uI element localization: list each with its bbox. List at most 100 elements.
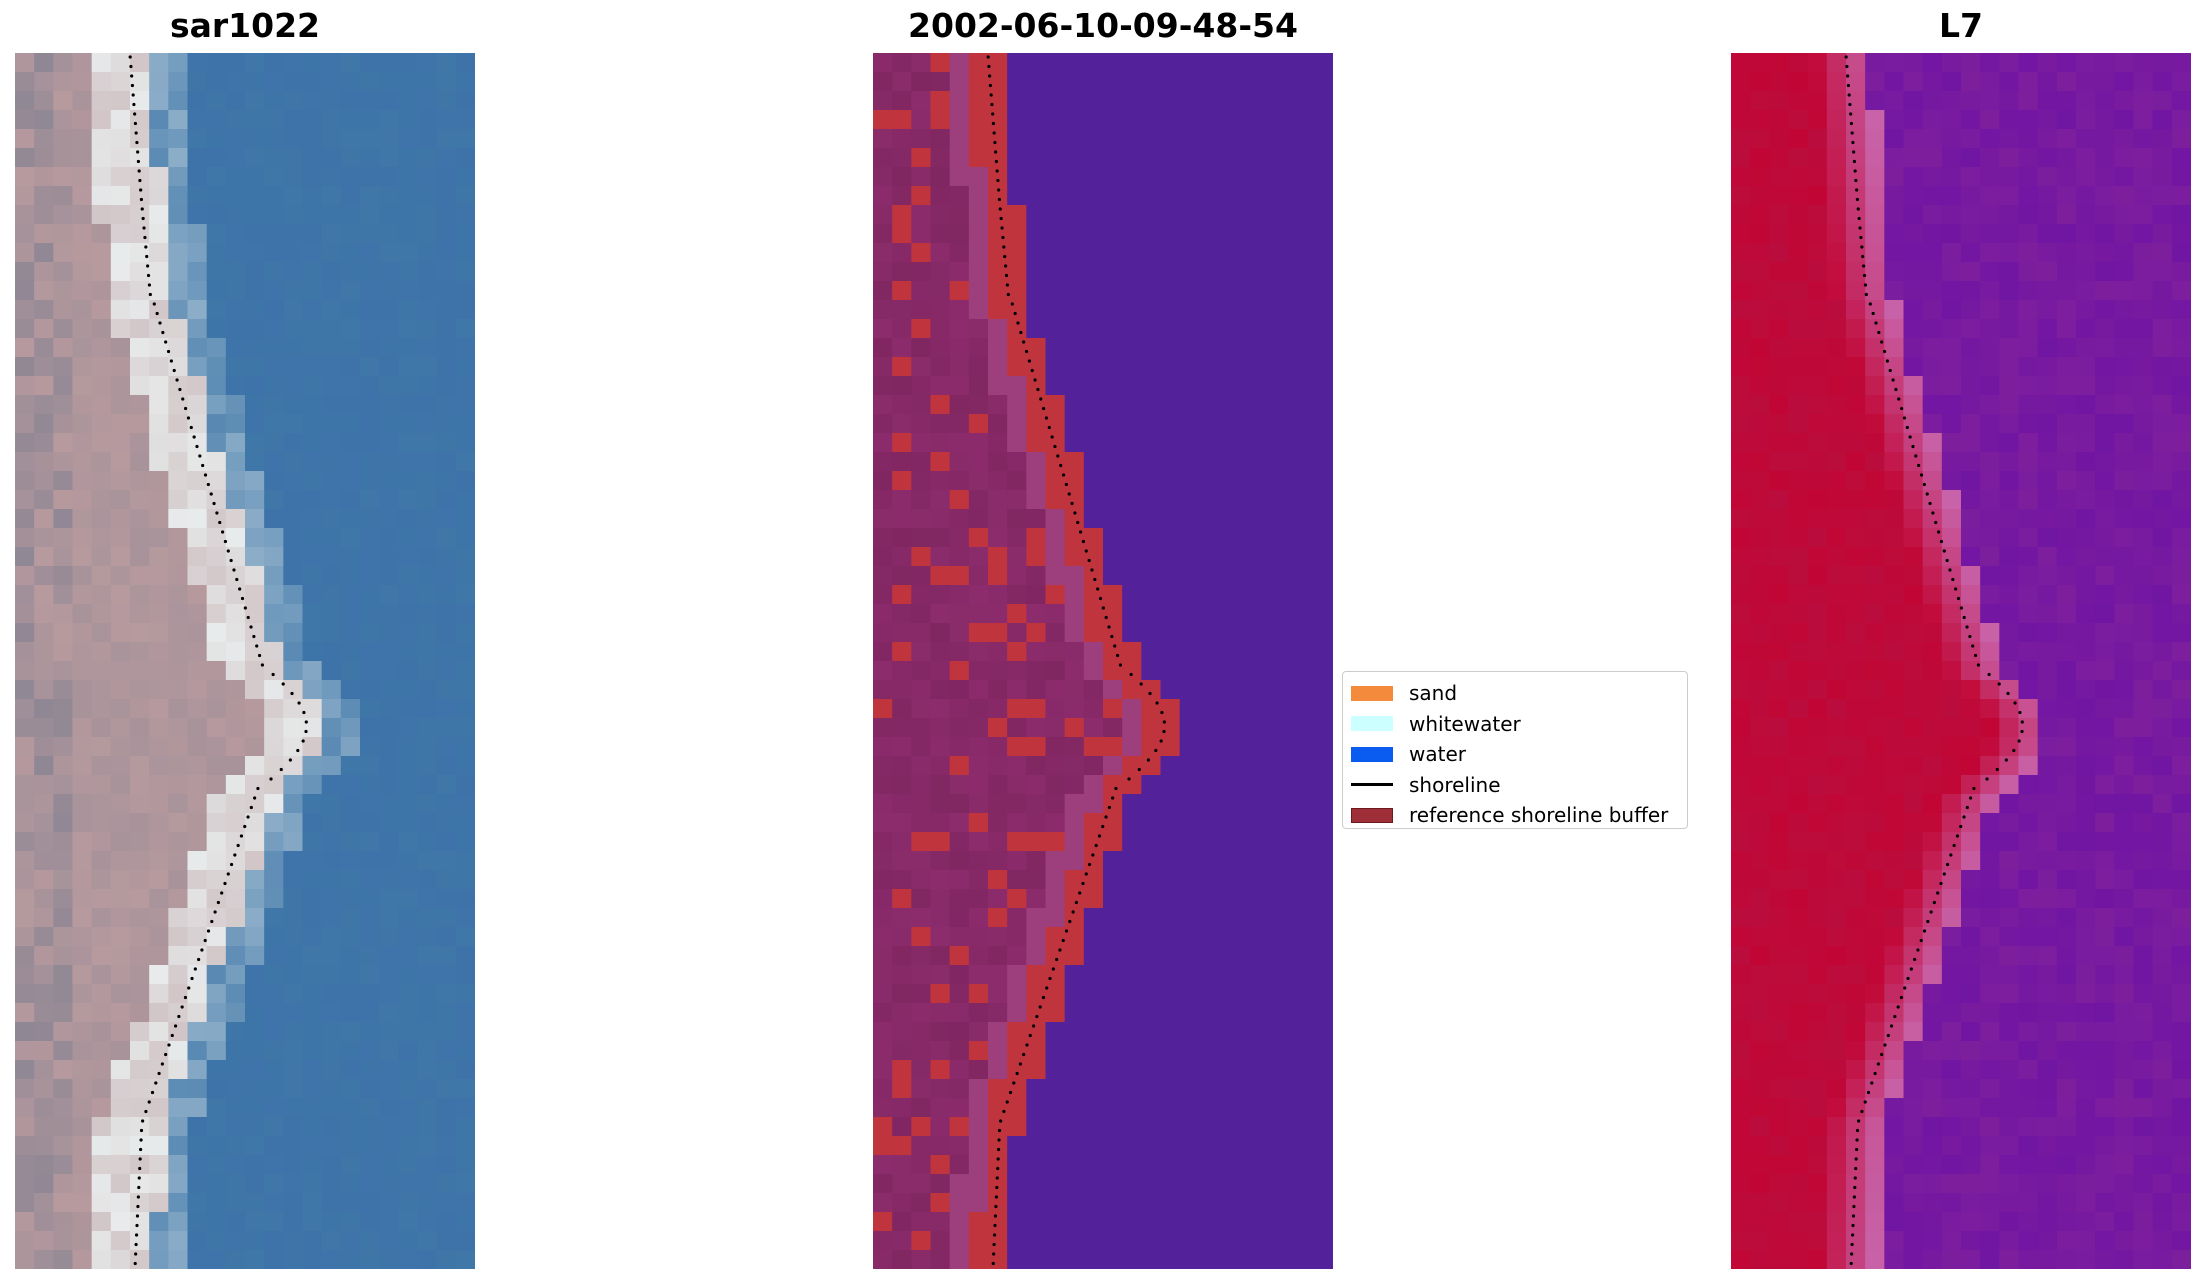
shoreline-point (167, 1043, 171, 1047)
shoreline-point (1104, 615, 1108, 620)
shoreline-point (1847, 93, 1851, 97)
shoreline-point (279, 767, 283, 772)
shoreline-point (1954, 587, 1958, 591)
shoreline-point (147, 1100, 151, 1104)
shoreline-point (143, 235, 147, 240)
shoreline-point (243, 824, 247, 829)
shoreline-point (1985, 777, 1989, 781)
shoreline-point (2018, 710, 2022, 715)
shoreline-point (1891, 378, 1895, 382)
shoreline-point (1885, 359, 1889, 363)
shoreline-point (1965, 625, 1969, 629)
shoreline-point (148, 292, 152, 297)
shoreline-point (1922, 929, 1927, 933)
shoreline-point (1093, 577, 1097, 582)
shoreline-point (1048, 976, 1052, 981)
shoreline-point (146, 273, 151, 278)
shoreline-point (2013, 701, 2017, 705)
shoreline-point (235, 577, 239, 582)
shoreline-point (1076, 520, 1080, 525)
shoreline-point (130, 74, 134, 78)
shoreline-point (1005, 1100, 1009, 1104)
shoreline-point (1003, 254, 1007, 259)
shoreline-point (988, 83, 993, 88)
shoreline-point (1073, 511, 1077, 515)
shoreline-point (1155, 701, 1159, 705)
shoreline-point (223, 881, 227, 886)
shoreline-point (1856, 207, 1860, 211)
shoreline-point (240, 596, 245, 601)
shoreline-point (218, 520, 222, 525)
shoreline-point (1853, 169, 1857, 173)
shoreline-point (996, 1157, 1000, 1161)
whitewater-swatch (1351, 716, 1393, 732)
shoreline-point (1851, 140, 1855, 145)
shoreline-point (992, 1242, 996, 1247)
shoreline-point (1111, 796, 1115, 800)
shoreline-point (183, 995, 188, 1000)
legend-item-reference-buffer: reference shoreline buffer (1351, 800, 1679, 831)
shoreline-point (210, 919, 214, 924)
shoreline-point (2020, 729, 2024, 734)
shoreline-point (1113, 644, 1117, 648)
shoreline-point (1853, 1185, 1857, 1190)
shoreline-point (201, 463, 205, 468)
satellite-rgb-image (15, 53, 475, 1269)
shoreline-point (302, 710, 306, 715)
shoreline-point (1013, 311, 1017, 316)
shoreline-point (1114, 786, 1118, 791)
shoreline-point (1903, 986, 1907, 990)
shoreline-point (1855, 1128, 1860, 1133)
shoreline-point (1058, 948, 1062, 952)
shoreline-point (216, 900, 220, 905)
shoreline-point (193, 967, 197, 971)
shoreline-point (164, 340, 168, 344)
shoreline-point (1031, 1024, 1036, 1028)
shoreline-point (180, 1005, 184, 1009)
shoreline-point (203, 938, 207, 943)
shoreline-point (1852, 159, 1856, 164)
shoreline-point (1044, 416, 1049, 420)
shoreline-point (1893, 1014, 1897, 1019)
shoreline-point (2012, 748, 2016, 753)
shoreline-point (1882, 349, 1887, 354)
shoreline-point (1894, 387, 1898, 392)
shoreline-point (139, 188, 143, 192)
shoreline-point (1844, 55, 1848, 59)
shoreline-point (139, 197, 143, 202)
shoreline-point (137, 1185, 141, 1190)
shoreline-point (1945, 558, 1949, 563)
index-image (1731, 53, 2191, 1269)
shoreline-point (1061, 938, 1065, 943)
shoreline-line-sample (1351, 783, 1393, 787)
shoreline-point (1874, 321, 1878, 325)
shoreline-point (1936, 530, 1941, 534)
shoreline-point (1851, 1214, 1856, 1218)
shoreline-point (164, 1052, 168, 1057)
shoreline-point (1004, 273, 1009, 278)
shoreline-point (144, 245, 148, 249)
shoreline-point (213, 910, 217, 914)
shoreline-point (1866, 1090, 1871, 1095)
shoreline-point (1035, 1014, 1039, 1019)
water-swatch (1351, 746, 1393, 762)
shoreline-point (1959, 606, 1963, 610)
shoreline-point (147, 283, 152, 287)
shoreline-point (229, 862, 234, 867)
shoreline-point (993, 140, 997, 145)
shoreline-point (1078, 530, 1083, 534)
shoreline-point (1854, 178, 1858, 183)
shoreline-point (1939, 539, 1944, 544)
shoreline-point (1101, 606, 1105, 610)
shoreline-point (1019, 330, 1023, 335)
shoreline-point (1091, 853, 1095, 857)
classified-image (873, 53, 1333, 1269)
shoreline-point (136, 1204, 140, 1209)
shoreline-point (1956, 596, 1961, 601)
classified-image-canvas (873, 53, 1333, 1269)
shoreline-point (255, 644, 259, 648)
shoreline-point (200, 948, 204, 952)
shoreline-point (1859, 235, 1863, 240)
shoreline-point (1916, 948, 1920, 952)
shoreline-point (186, 416, 191, 420)
